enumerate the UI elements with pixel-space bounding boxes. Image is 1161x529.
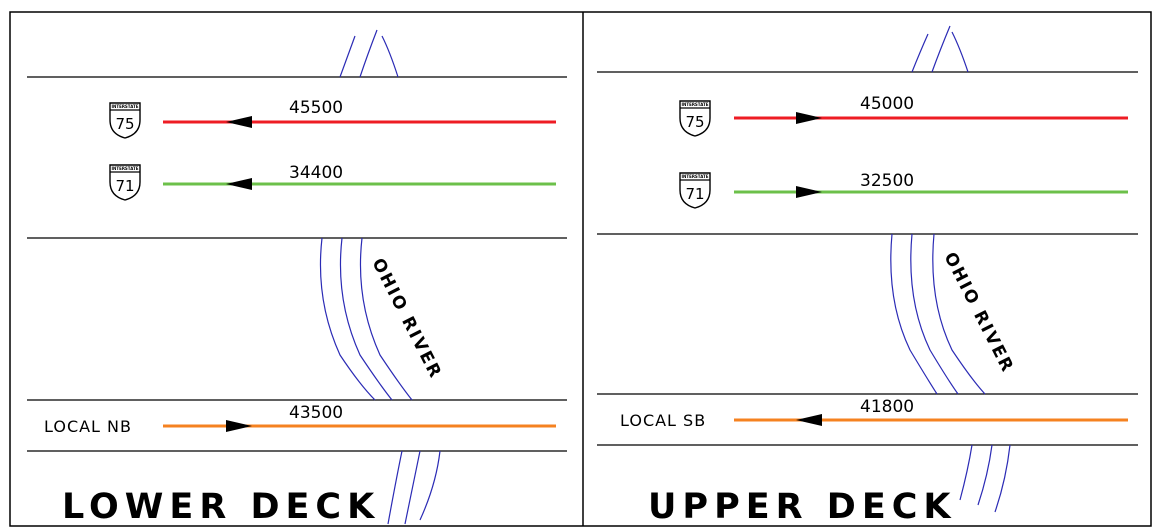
shield-top-text: INTERSTATE xyxy=(112,104,139,109)
lower-local-label: LOCAL NB xyxy=(44,417,132,436)
lower-river-label: OHIO RIVER xyxy=(368,255,446,382)
lower-i71-volume: 34400 xyxy=(289,163,343,183)
lower-deck-panel: OHIO RIVER INTERSTATE 75 45500 INTERSTAT… xyxy=(27,29,567,527)
upper-river-label: OHIO RIVER xyxy=(940,249,1018,376)
shield-top-text: INTERSTATE xyxy=(682,174,709,179)
lower-local-arrow-right-icon xyxy=(226,420,252,432)
lower-river-lines xyxy=(319,29,441,525)
lower-i75-shield: INTERSTATE 75 xyxy=(109,102,141,139)
shield-top-text: INTERSTATE xyxy=(112,166,139,171)
upper-i71-volume: 32500 xyxy=(860,171,914,191)
shield-number: 75 xyxy=(115,115,134,133)
upper-i75-arrow-right-icon xyxy=(796,112,822,124)
upper-local-volume: 41800 xyxy=(860,397,914,417)
upper-deck-title: UPPER DECK xyxy=(648,487,957,527)
upper-deck-panel: OHIO RIVER INTERSTATE 75 45000 INTERSTAT… xyxy=(597,25,1138,527)
upper-i71-arrow-right-icon xyxy=(796,186,822,198)
shield-top-text: INTERSTATE xyxy=(682,102,709,107)
lower-i75-arrow-left-icon xyxy=(226,116,252,128)
lower-local-volume: 43500 xyxy=(289,403,343,423)
shield-number: 71 xyxy=(115,177,134,195)
diagram-frame xyxy=(9,11,1152,527)
shield-number: 71 xyxy=(685,185,704,203)
lower-deck-title: LOWER DECK xyxy=(62,487,380,527)
shield-number: 75 xyxy=(685,113,704,131)
upper-i71-shield: INTERSTATE 71 xyxy=(679,172,711,209)
upper-title-backdrop xyxy=(646,486,956,524)
upper-local-arrow-left-icon xyxy=(796,414,822,426)
lower-i71-shield: INTERSTATE 71 xyxy=(109,164,141,201)
upper-i75-volume: 45000 xyxy=(860,94,914,114)
lower-i71-arrow-left-icon xyxy=(226,178,252,190)
upper-river-lines xyxy=(890,25,1011,513)
upper-local-label: LOCAL SB xyxy=(620,411,706,430)
upper-i75-shield: INTERSTATE 75 xyxy=(679,100,711,137)
lower-title-backdrop xyxy=(60,486,378,524)
lower-i75-volume: 45500 xyxy=(289,98,343,118)
